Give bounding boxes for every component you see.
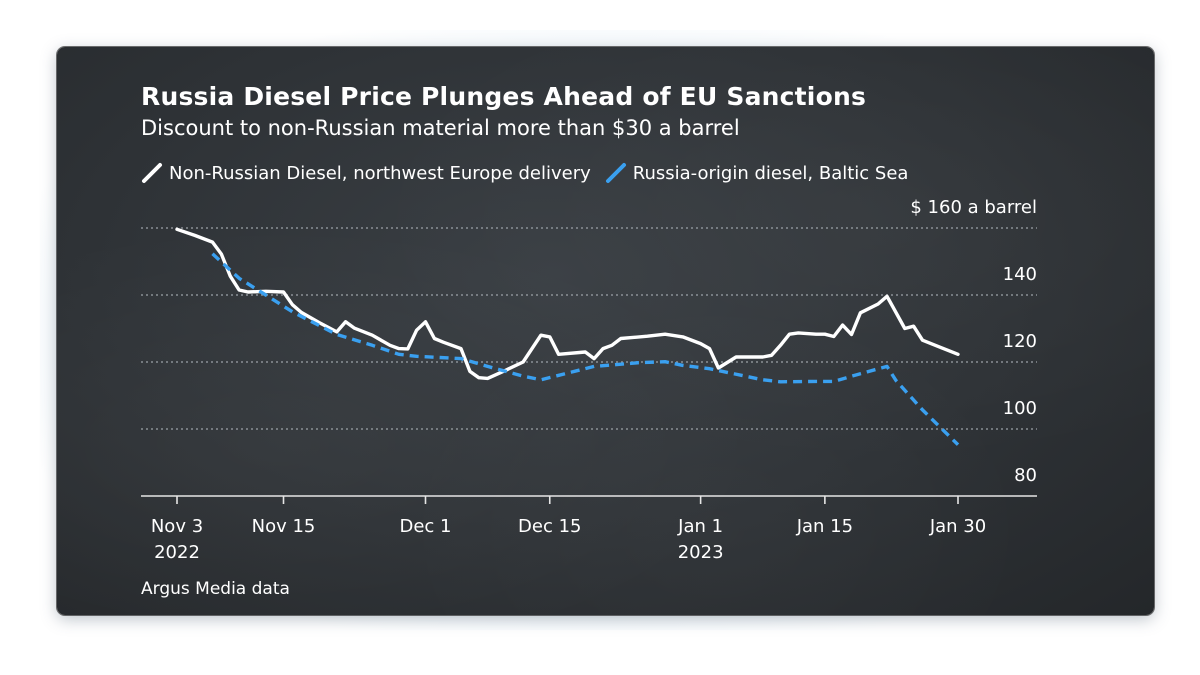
source-note: Argus Media data [141,579,290,599]
series-line-russia-origin-diesel [211,252,960,446]
x-tick-label-5: Jan 15 [796,516,853,537]
x-tick-label-6: Jan 30 [929,516,986,537]
x-tick-label-4: Jan 1 [677,516,723,537]
x-tick-label-1: Nov 15 [252,516,316,537]
x-tick-label-3: Dec 15 [518,516,581,537]
legend-label-russia-origin: Russia-origin diesel, Baltic Sea [632,162,909,184]
y-tick-label-160: $ 160 a barrel [910,197,1037,218]
y-tick-label-80: 80 [1014,465,1037,486]
legend-swatch-dashed-icon [605,163,626,183]
chart-legend: Non-Russian Diesel, northwest Europe del… [141,162,922,184]
chalkboard-panel [57,47,1154,615]
y-tick-label-100: 100 [1003,398,1037,419]
chalk-texture [57,47,1154,615]
legend-item-russia-origin: Russia-origin diesel, Baltic Sea [605,162,909,184]
x-tick-label-2: Dec 1 [399,516,451,537]
series-line-non-russian-diesel [175,227,960,381]
x-tick-label-0: Nov 3 [151,516,203,537]
legend-label-non-russian: Non-Russian Diesel, northwest Europe del… [169,162,591,184]
legend-item-non-russian: Non-Russian Diesel, northwest Europe del… [141,162,591,184]
x-tick-sublabel-4: 2023 [678,542,724,563]
y-tick-label-120: 120 [1003,331,1037,352]
legend-swatch-solid-icon [142,163,162,183]
chart-subtitle: Discount to non-Russian material more th… [141,116,740,140]
y-tick-label-140: 140 [1003,264,1037,285]
chart-title: Russia Diesel Price Plunges Ahead of EU … [141,82,867,111]
x-tick-sublabel-0: 2022 [154,542,200,563]
